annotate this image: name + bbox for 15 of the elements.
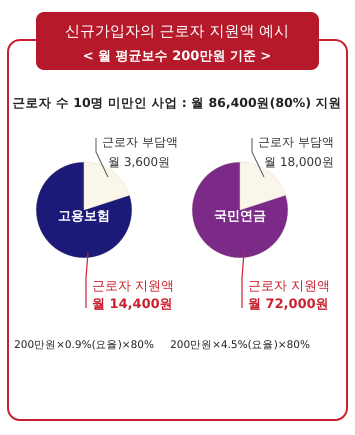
data-label: 월 14,400원 [92,297,173,312]
slice-label: 근로자 부담액 [102,135,178,149]
text: 200만원×4.5%(요율)×80% [170,339,310,351]
data-label: 월 72,000원 [248,297,329,312]
text: 고용보험 [58,209,110,224]
data-label: 월 18,000원 [264,155,334,169]
text: 국민연금 [214,209,266,224]
text: 근로자 수 10명 미만인 사업 : 월 86,400원(80%) 지원 [12,95,342,110]
data-label: 월 3,600원 [108,155,170,169]
slice-label: 근로자 지원액 [248,279,330,294]
text: 200만원×0.9%(요율)×80% [14,339,154,351]
text: < 월 평균보수 200만원 기준 > [82,49,272,64]
slice-label: 근로자 지원액 [92,279,174,294]
text: 신규가입자의 근로자 지원액 예시 [64,22,290,40]
slice-label: 근로자 부담액 [258,135,334,149]
